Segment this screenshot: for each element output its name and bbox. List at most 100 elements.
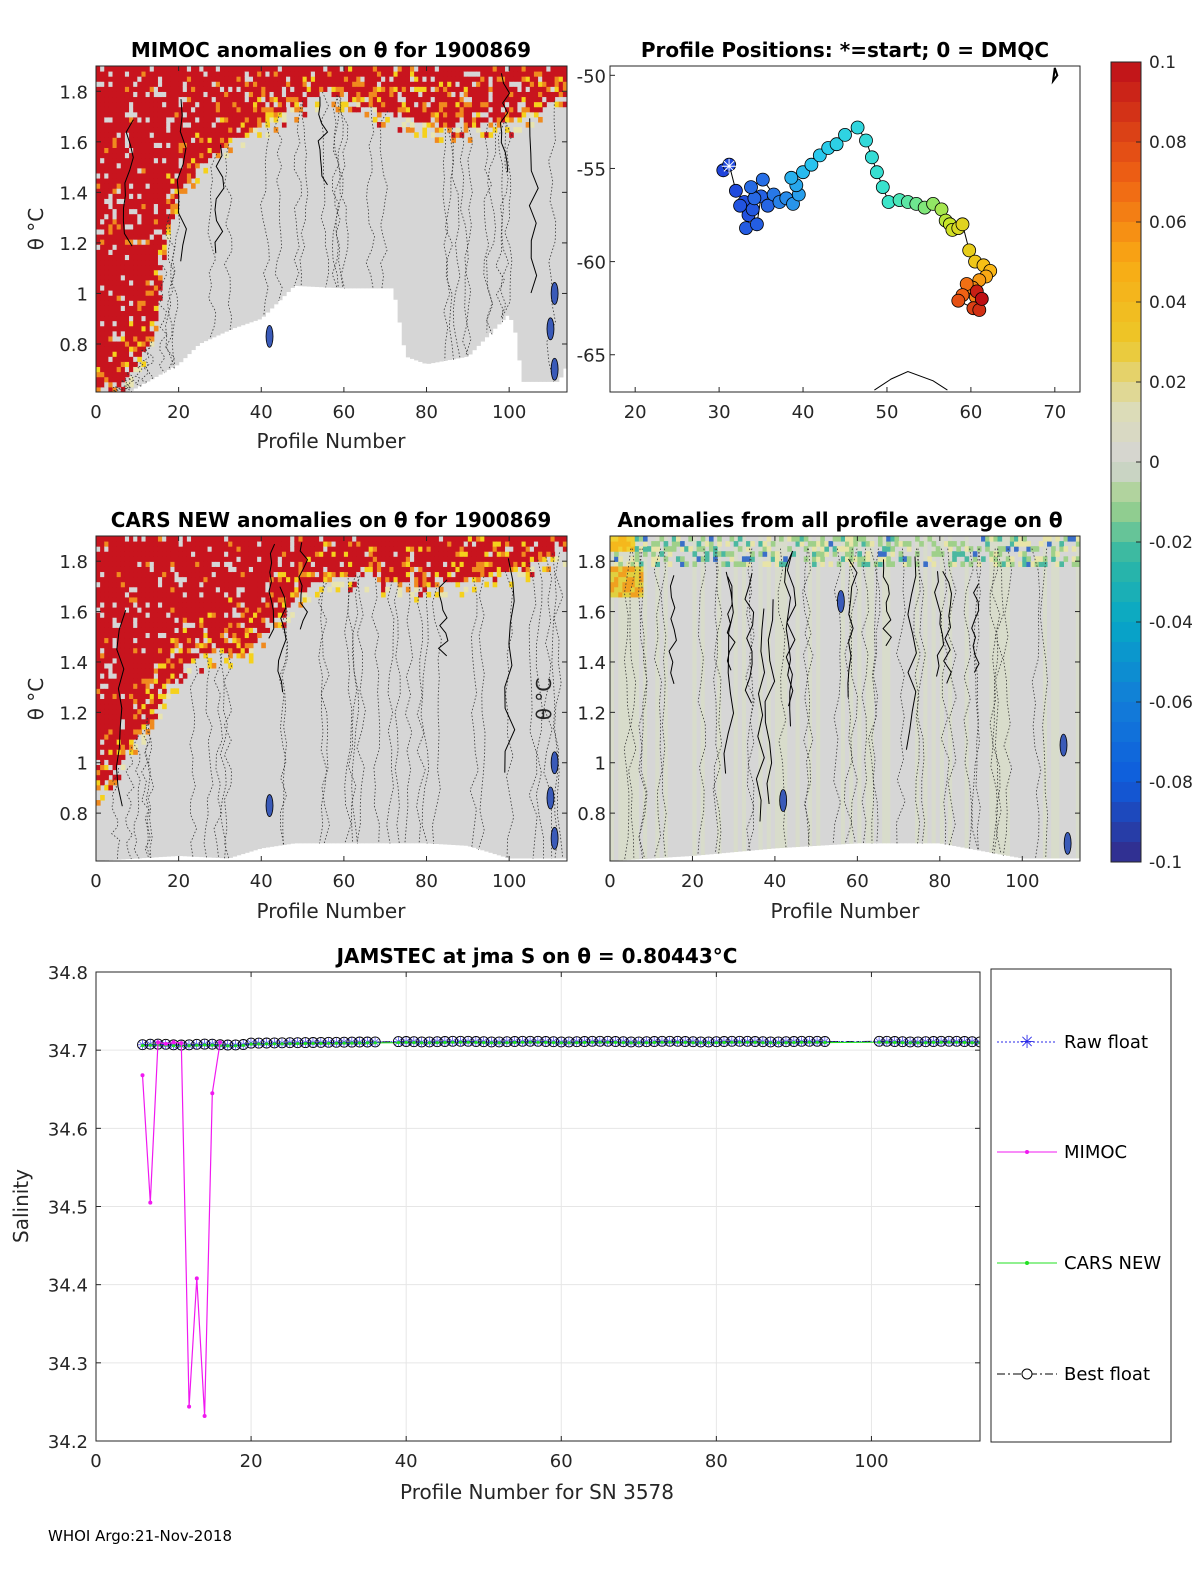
- anomaly-cell: [521, 66, 527, 72]
- contour-dotted: [393, 582, 401, 844]
- anomaly-cell: [182, 167, 188, 174]
- anomaly-cell: [228, 111, 233, 118]
- anomaly-cell: [104, 381, 109, 388]
- anomaly-cell: [96, 66, 101, 72]
- anomaly-cell: [224, 627, 229, 633]
- anomaly-cell: [137, 295, 142, 301]
- anomaly-cell: [248, 96, 254, 103]
- anomaly-cell: [104, 591, 109, 598]
- anomaly-cell: [182, 551, 188, 557]
- anomaly-cell: [137, 239, 142, 245]
- anomaly-cell: [484, 556, 489, 562]
- anomaly-cell: [236, 76, 242, 82]
- anomaly-cell: [149, 152, 155, 159]
- anomaly-cell: [310, 581, 316, 588]
- anomaly-cell: [253, 546, 258, 552]
- anomaly-cell: [112, 208, 118, 215]
- anomaly-cell: [100, 279, 105, 286]
- anomaly-cell: [467, 561, 473, 567]
- anomaly-cell: [112, 734, 118, 740]
- data-column: [968, 536, 974, 850]
- anomaly-cell: [108, 744, 114, 750]
- anomaly-cell: [141, 556, 147, 562]
- anomaly-cell: [199, 152, 204, 159]
- data-column: [1067, 536, 1073, 859]
- anomaly-cell: [116, 668, 122, 674]
- anomaly-cell: [463, 576, 469, 583]
- anomaly-cell: [244, 637, 250, 644]
- anomaly-cell: [149, 310, 155, 317]
- profile-position: [750, 217, 764, 232]
- anomaly-cell: [137, 66, 142, 72]
- anomaly-cell: [137, 147, 142, 154]
- anomaly-cell: [186, 71, 192, 77]
- anomaly-cell: [149, 652, 155, 659]
- anomaly-cell: [108, 188, 114, 194]
- anomaly-cell: [191, 86, 196, 92]
- profile-position: [955, 217, 970, 232]
- anomaly-cell: [467, 86, 473, 92]
- anomaly-cell: [137, 254, 142, 261]
- anomaly-cell: [166, 111, 171, 118]
- anomaly-cell: [562, 546, 567, 552]
- anomaly-cell: [488, 571, 494, 578]
- anomaly-cell: [149, 254, 155, 261]
- anomaly-cell: [236, 101, 242, 108]
- anomaly-cell: [529, 566, 535, 573]
- data-column: [533, 536, 539, 859]
- anomaly-cell: [170, 591, 175, 598]
- data-column: [1075, 536, 1080, 859]
- anomaly-cell: [253, 76, 258, 82]
- anomaly-cell: [356, 551, 361, 557]
- anomaly-cell: [500, 86, 506, 92]
- anomaly-cell: [203, 576, 209, 583]
- anomaly-cell: [129, 183, 134, 189]
- anomaly-cell: [426, 576, 432, 583]
- data-column: [981, 536, 986, 852]
- anomaly-cell: [203, 581, 209, 588]
- anomaly-cell: [684, 546, 689, 552]
- anomaly-cell: [376, 551, 382, 557]
- anomaly-cell: [112, 673, 118, 679]
- anomaly-cell: [129, 86, 134, 92]
- data-column: [774, 536, 780, 849]
- anomaly-cell: [153, 586, 159, 593]
- anomaly-cell: [199, 571, 204, 578]
- anomaly-cell: [323, 536, 328, 542]
- anomaly-cell: [153, 652, 159, 659]
- anomaly-cell: [385, 536, 390, 542]
- anomaly-cell: [314, 536, 320, 542]
- anomaly-cell: [178, 183, 184, 189]
- anomaly-cell: [533, 81, 539, 87]
- anomaly-cell: [219, 86, 225, 92]
- anomaly-cell: [302, 586, 308, 593]
- data-column: [770, 536, 776, 849]
- anomaly-cell: [116, 541, 122, 547]
- anomaly-cell: [509, 116, 514, 123]
- data-column: [476, 536, 481, 850]
- anomaly-cell: [145, 536, 151, 542]
- data-column: [492, 66, 498, 329]
- anomaly-cell: [203, 137, 209, 143]
- anomaly-cell: [137, 541, 142, 547]
- anomaly-cell: [96, 627, 101, 633]
- anomaly-cell: [174, 541, 180, 547]
- anomaly-cell: [294, 541, 299, 547]
- anomaly-cell: [224, 122, 229, 128]
- anomaly-cell: [162, 637, 167, 644]
- anomaly-cell: [529, 122, 535, 128]
- data-column: [1051, 536, 1056, 859]
- anomaly-cell: [149, 239, 155, 245]
- anomaly-cell: [162, 157, 167, 164]
- anomaly-cell: [207, 111, 213, 118]
- anomaly-cell: [492, 581, 498, 588]
- anomaly-cell: [100, 274, 105, 281]
- data-column: [265, 536, 271, 848]
- anomaly-cell: [124, 279, 130, 286]
- anomaly-cell: [314, 566, 320, 573]
- anomaly-cell: [562, 536, 567, 542]
- anomaly-cell: [211, 71, 217, 77]
- colorbar-segment: [1111, 342, 1141, 363]
- anomaly-cell: [422, 111, 428, 118]
- anomaly-cell: [443, 101, 448, 108]
